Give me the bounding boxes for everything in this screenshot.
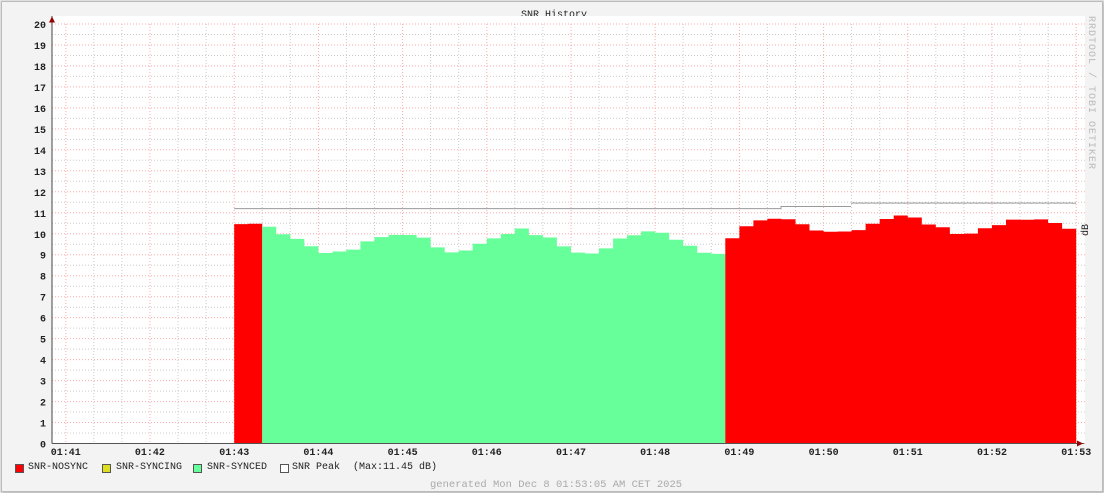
svg-text:4: 4 [40, 357, 46, 368]
svg-text:3: 3 [40, 378, 46, 389]
svg-text:6: 6 [40, 315, 46, 326]
svg-text:01:43: 01:43 [219, 448, 249, 459]
svg-text:0: 0 [40, 441, 46, 452]
svg-text:13: 13 [34, 168, 46, 179]
svg-text:01:49: 01:49 [724, 448, 754, 459]
svg-text:12: 12 [34, 189, 46, 200]
svg-text:5: 5 [40, 336, 46, 347]
svg-text:01:53: 01:53 [1061, 448, 1091, 459]
svg-text:01:45: 01:45 [388, 448, 418, 459]
svg-text:01:46: 01:46 [472, 448, 502, 459]
svg-text:20: 20 [34, 21, 46, 32]
svg-text:01:44: 01:44 [303, 448, 333, 459]
svg-text:8: 8 [40, 273, 46, 284]
svg-text:10: 10 [34, 231, 46, 242]
svg-text:2: 2 [40, 399, 46, 410]
svg-text:18: 18 [34, 63, 46, 74]
svg-text:9: 9 [40, 252, 46, 263]
svg-text:19: 19 [34, 42, 46, 53]
svg-text:01:50: 01:50 [809, 448, 839, 459]
svg-text:01:51: 01:51 [893, 448, 923, 459]
svg-text:14: 14 [34, 147, 46, 158]
svg-text:16: 16 [34, 105, 46, 116]
svg-text:01:42: 01:42 [135, 448, 165, 459]
svg-text:01:41: 01:41 [51, 448, 81, 459]
svg-text:01:47: 01:47 [556, 448, 586, 459]
svg-text:17: 17 [34, 84, 46, 95]
svg-text:7: 7 [40, 294, 46, 305]
svg-text:1: 1 [40, 420, 46, 431]
svg-text:15: 15 [34, 126, 46, 137]
svg-text:01:48: 01:48 [640, 448, 670, 459]
svg-text:11: 11 [34, 210, 46, 221]
svg-text:01:52: 01:52 [977, 448, 1007, 459]
